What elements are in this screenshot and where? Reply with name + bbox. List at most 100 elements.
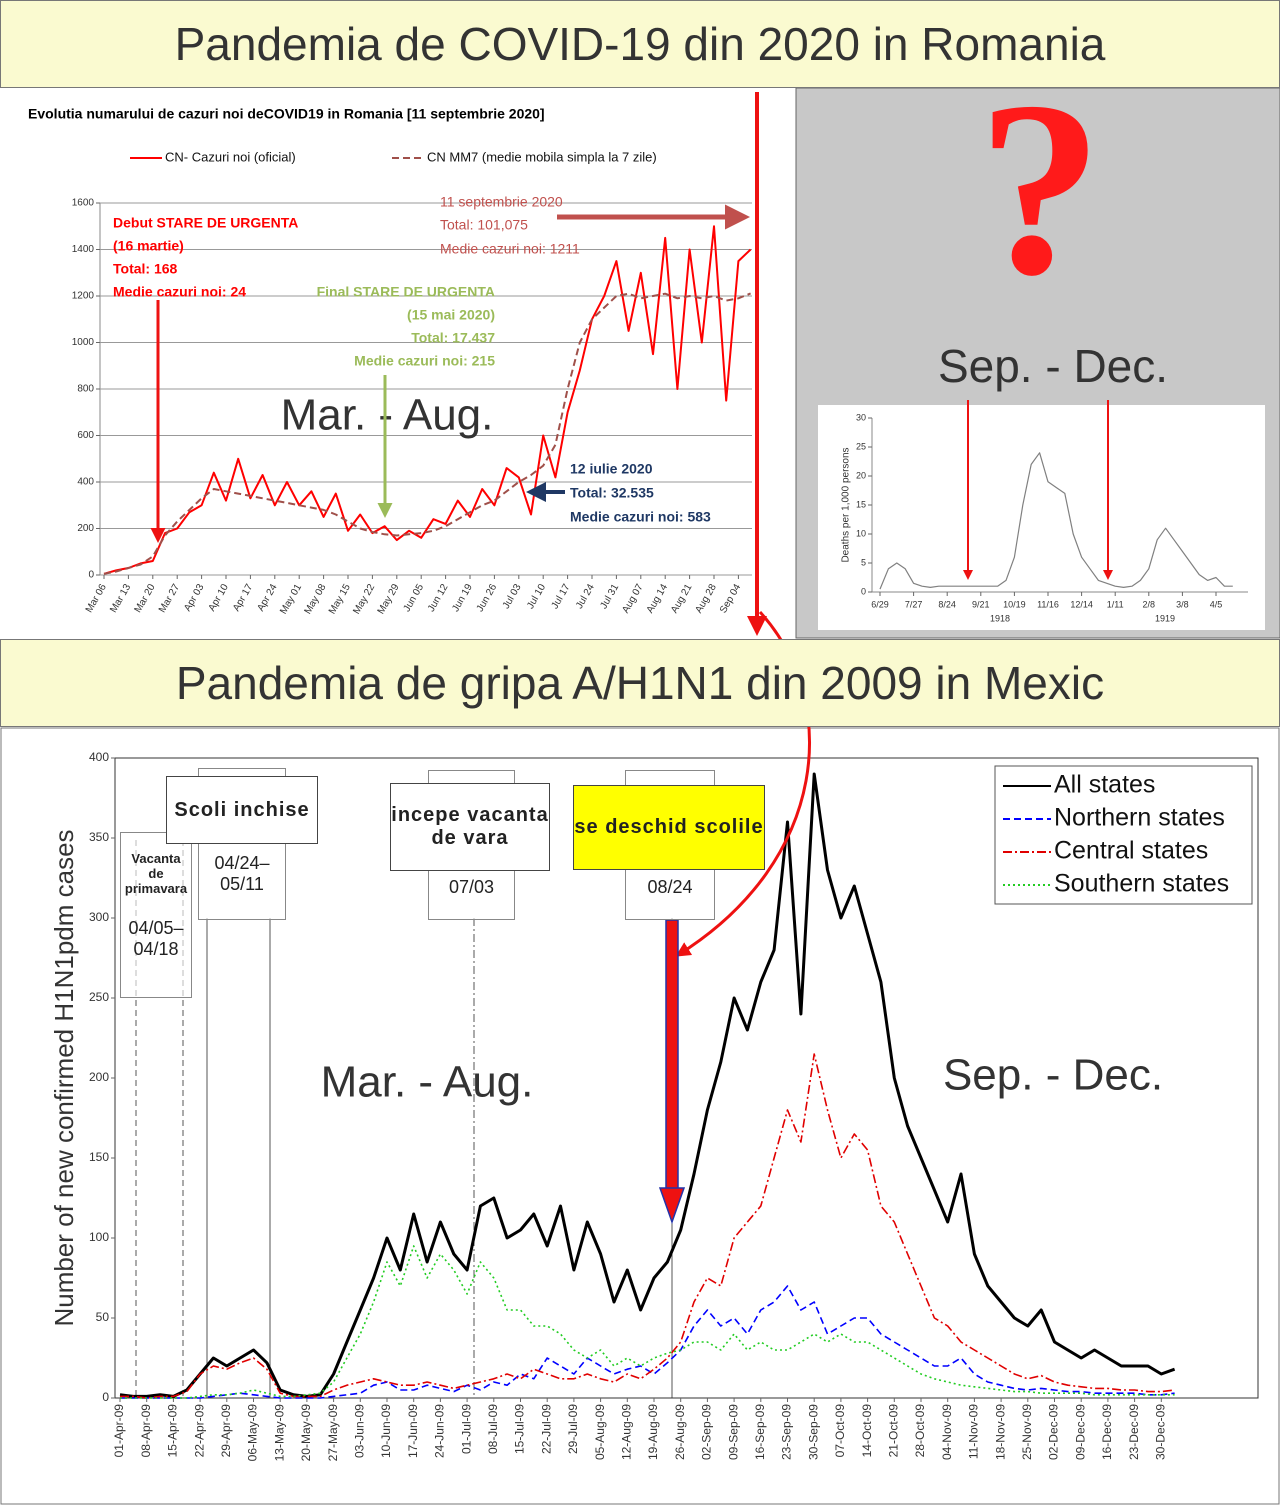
period-label: Sep. - Dec.	[938, 340, 1168, 392]
y-tick-label: 15	[856, 499, 866, 509]
y-tick-label: 300	[89, 910, 109, 924]
x-tick-label: 26-Aug-09	[673, 1404, 687, 1460]
inset-panel	[818, 405, 1265, 630]
event-date: 08/24	[647, 877, 693, 897]
x-tick-label: 27-May-09	[326, 1404, 340, 1462]
x-tick-label: 07-Oct-09	[833, 1404, 847, 1458]
event-date: 04/24–05/11	[214, 853, 270, 894]
x-tick-label: 08-Apr-09	[139, 1404, 153, 1458]
x-tick-label: 6/29	[871, 599, 889, 609]
x-tick-label: 14-Oct-09	[860, 1404, 874, 1458]
y-axis-label: Deaths per 1,000 persons	[841, 447, 852, 562]
event-label: se deschid scolile	[573, 785, 765, 870]
annotation: Mar. - Aug.	[281, 391, 494, 440]
legend-label: Northern states	[1054, 804, 1225, 832]
y-tick-label: 1200	[72, 291, 95, 302]
y-tick-label: 150	[89, 1150, 109, 1164]
series-line	[120, 1245, 1175, 1399]
x-tick-label: 08-Jul-09	[486, 1404, 500, 1454]
x-tick-label: 29-Apr-09	[219, 1404, 233, 1458]
series-line	[119, 772, 1176, 1398]
series-line	[120, 1053, 1175, 1399]
x-tick-label: 22-Apr-09	[192, 1404, 206, 1458]
x-tick-label: 05-Aug-09	[593, 1404, 607, 1460]
y-tick-label: 25	[856, 441, 866, 451]
y-tick-label: 200	[77, 523, 94, 534]
x-tick-label: 12-Aug-09	[619, 1404, 633, 1460]
annotation: Medie cazuri noi: 1211	[440, 241, 580, 257]
x-tick-label: 22-Jul-09	[539, 1404, 553, 1454]
x-tick-label: 16-Dec-09	[1100, 1404, 1114, 1460]
annotation: Medie cazuri noi: 583	[570, 509, 711, 525]
legend-label: CN- Cazuri noi (oficial)	[165, 149, 296, 164]
annotation: Sep. - Dec.	[943, 1051, 1163, 1100]
x-tick-label: 24-Jun-09	[433, 1404, 447, 1458]
x-tick-label: 23-Dec-09	[1127, 1404, 1141, 1460]
event-date: 04/05–04/18	[128, 918, 184, 959]
annotation: Total: 17.437	[411, 330, 495, 346]
x-group-label: 1919	[1155, 613, 1175, 623]
x-tick-label: 17-Jun-09	[406, 1404, 420, 1458]
y-tick-label: 50	[96, 1310, 110, 1324]
x-tick-label: 16-Sep-09	[753, 1404, 767, 1460]
legend-box	[994, 765, 1253, 905]
x-tick-label: 1/11	[1107, 599, 1124, 609]
x-tick-label: 9/21	[972, 599, 990, 609]
x-tick-label: 30-Sep-09	[806, 1404, 820, 1460]
series-line	[120, 1285, 1175, 1399]
x-tick-label: 02-Sep-09	[700, 1404, 714, 1460]
y-tick-label: 400	[89, 750, 109, 764]
x-tick-label: 11/16	[1037, 599, 1059, 609]
x-tick-label: 09-Sep-09	[726, 1404, 740, 1460]
event-label: Scoli inchise	[166, 776, 318, 844]
y-tick-label: 350	[89, 830, 109, 844]
annotation: Medie cazuri noi: 215	[354, 353, 495, 369]
y-tick-label: 250	[89, 990, 109, 1004]
x-tick-label: 29-Jul-09	[566, 1404, 580, 1454]
y-tick-label: 0	[861, 586, 866, 596]
event-box: Vacanta de primavara 04/05–04/18	[120, 832, 192, 998]
y-tick-label: 0	[88, 570, 94, 581]
arrow-shaft	[665, 919, 679, 1191]
series-line	[103, 225, 752, 575]
y-tick-label: 1000	[72, 337, 95, 348]
legend-label: Central states	[1054, 837, 1208, 865]
y-axis-label: Number of new confirmed H1N1pdm cases	[49, 829, 79, 1326]
annotation: Mar. - Aug.	[321, 1058, 534, 1107]
x-tick-label: 13-May-09	[272, 1404, 286, 1462]
x-tick-label: 25-Nov-09	[1020, 1404, 1034, 1460]
y-tick-label: 600	[77, 430, 94, 441]
y-tick-label: 100	[89, 1230, 109, 1244]
legend-label: All states	[1054, 771, 1155, 799]
annotation: Final STARE DE URGENTA	[317, 284, 495, 300]
covid-panel	[0, 88, 796, 638]
question-mark: ?	[978, 50, 1103, 327]
annotation: Debut STARE DE URGENTA	[113, 215, 298, 231]
x-tick-label: 06-May-09	[246, 1404, 260, 1462]
annotation: Total: 168	[113, 261, 178, 277]
event-label: Vacanta de primavara	[124, 851, 188, 896]
y-tick-label: 800	[77, 384, 94, 395]
x-tick-label: 15-Apr-09	[166, 1404, 180, 1458]
banner: Pandemia de gripa A/H1N1 din 2009 in Mex…	[0, 639, 1280, 727]
x-tick-label: 10-Jun-09	[379, 1404, 393, 1458]
series-line	[103, 292, 751, 575]
y-tick-label: 30	[856, 412, 866, 422]
x-tick-label: 8/24	[938, 599, 956, 609]
x-tick-label: 19-Aug-09	[646, 1404, 660, 1460]
event-date: 07/03	[448, 877, 495, 897]
arrow-head	[658, 1187, 686, 1225]
annotation: Medie cazuri noi: 24	[113, 284, 246, 300]
y-tick-label: 20	[856, 470, 866, 480]
x-tick-label: 21-Oct-09	[886, 1404, 900, 1458]
chart-title: Evolutia numarului de cazuri noi deCOVID…	[28, 106, 545, 122]
x-tick-label: 02-Dec-09	[1047, 1404, 1061, 1460]
annotation: 11 septembrie 2020	[440, 194, 563, 210]
annotation: Total: 32.535	[570, 485, 654, 501]
annotation: 12 iulie 2020	[570, 461, 653, 477]
event-label: incepe vacanta de vara	[390, 783, 550, 871]
x-tick-label: 7/27	[905, 599, 923, 609]
